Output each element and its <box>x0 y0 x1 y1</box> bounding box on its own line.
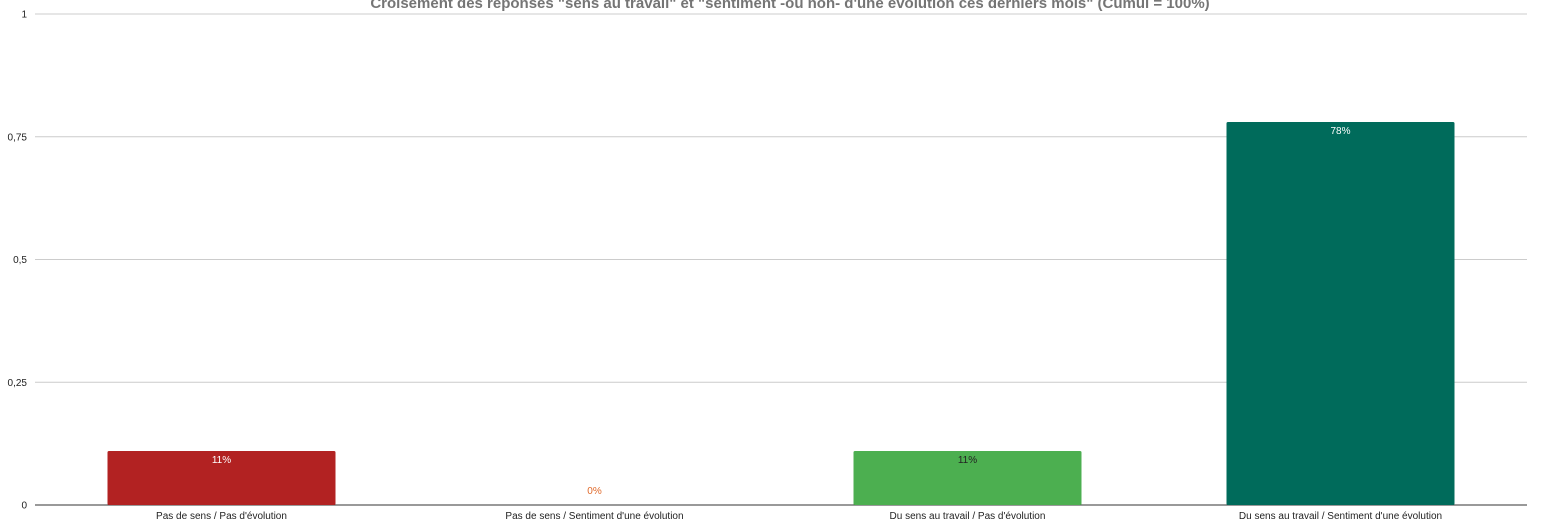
y-tick-label: 0 <box>21 501 27 512</box>
y-tick-label: 0,75 <box>8 132 28 143</box>
x-tick-label: Pas de sens / Pas d'évolution <box>156 511 287 522</box>
data-label: 0% <box>587 486 602 497</box>
x-tick-label: Du sens au travail / Pas d'évolution <box>890 511 1046 522</box>
x-tick-label: Du sens au travail / Sentiment d'une évo… <box>1239 511 1442 522</box>
chart-title: Croisement des réponses "sens au travail… <box>370 0 1209 12</box>
bar <box>107 450 336 505</box>
data-label: 11% <box>958 455 977 466</box>
data-label: 78% <box>1330 126 1350 137</box>
labels-layer: 0 0,25 0,5 0,75 1 11% Pas de sens / Pas d'évol… <box>8 10 1443 523</box>
y-tick-label: 0,25 <box>8 378 28 389</box>
x-tick-label: Pas de sens / Sentiment d'une évolution <box>505 511 683 522</box>
y-tick-label: 1 <box>21 10 27 21</box>
bar <box>853 450 1082 505</box>
y-tick-label: 0,5 <box>13 255 27 266</box>
bar <box>1226 122 1455 506</box>
bars-layer <box>107 122 1455 506</box>
data-label: 11% <box>212 455 231 466</box>
